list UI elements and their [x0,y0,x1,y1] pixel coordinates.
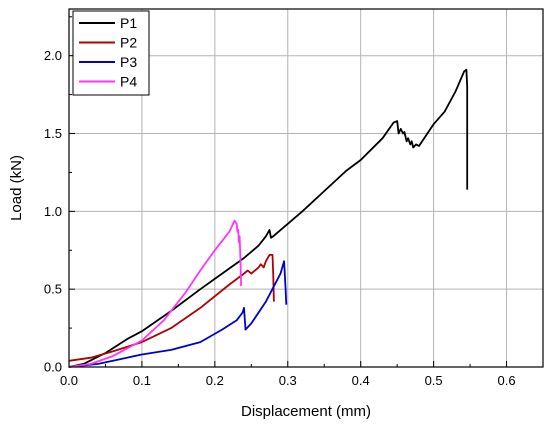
x-tick-label: 0.2 [206,373,224,388]
series-line-p4 [68,219,242,368]
legend: P1 P2 P3 P4 [72,10,150,96]
legend-label-p3: P3 [120,54,137,70]
y-tick-label: 1.0 [44,204,62,219]
x-tick-label: 0.5 [425,373,443,388]
y-axis-label: Load (kN) [8,155,25,221]
y-tick-label: 2.0 [44,48,62,63]
x-tick-label: 0.3 [279,373,297,388]
x-axis-label: Displacement (mm) [241,403,371,420]
series-line-p3 [68,260,288,368]
x-tick-label: 0.0 [60,373,78,388]
x-tick-label: 0.6 [497,373,515,388]
tick-labels: 0.0 0.1 0.2 0.3 0.4 0.5 0.6 0.0 0.5 1.0 1.5 2.0 [44,48,516,388]
legend-label-p1: P1 [120,15,137,31]
y-tick-label: 0.0 [44,360,62,375]
y-tick-label: 1.5 [44,126,62,141]
plot-frame [68,8,544,368]
series-line-p1 [68,68,469,368]
gridlines [69,9,543,367]
x-tick-label: 0.1 [133,373,151,388]
tick-marks [68,16,544,368]
x-tick-label: 0.4 [352,373,370,388]
legend-label-p2: P2 [120,35,137,51]
legend-label-p4: P4 [120,74,137,90]
y-tick-label: 0.5 [44,282,62,297]
series-lines [68,68,469,368]
